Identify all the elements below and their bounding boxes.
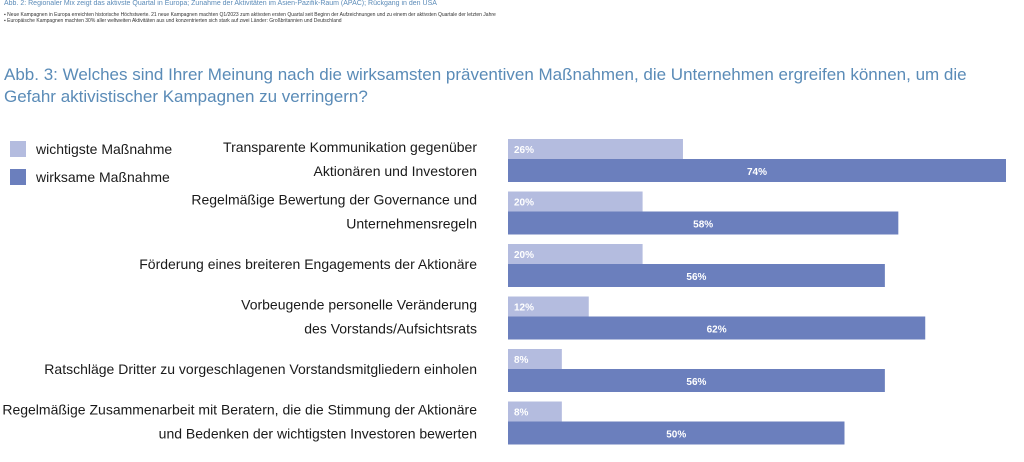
bar-3-effective bbox=[508, 264, 885, 287]
legend-label: wichtigste Maßnahme bbox=[35, 141, 172, 157]
legend-swatch bbox=[10, 141, 26, 157]
bar-4-effective bbox=[508, 316, 926, 340]
category-label: Aktionären und Investoren bbox=[314, 163, 477, 179]
category-label: Unternehmensregeln bbox=[346, 216, 477, 232]
data-label: 12% bbox=[514, 303, 534, 314]
chart-title: Abb. 3: Welches sind Ihrer Meinung nach … bbox=[4, 65, 967, 106]
category-label: des Vorstands/Aufsichtsrats bbox=[304, 321, 477, 337]
bar-3-primary bbox=[508, 244, 643, 264]
data-label: 62% bbox=[707, 325, 727, 336]
legend-swatch bbox=[10, 169, 26, 185]
bar-5-primary bbox=[508, 349, 562, 369]
data-label: 20% bbox=[514, 250, 534, 261]
category-label: Regelmäßige Bewertung der Governance und bbox=[191, 192, 477, 208]
bar-6-effective bbox=[508, 421, 845, 445]
data-label: 74% bbox=[747, 167, 767, 178]
category-label: und Bedenken der wichtigsten Investoren … bbox=[159, 426, 477, 442]
category-label: Ratschläge Dritter zu vorgeschlagenen Vo… bbox=[44, 361, 477, 377]
category-label: Vorbeugende personelle Veränderung bbox=[241, 297, 477, 313]
data-label: 20% bbox=[514, 198, 534, 209]
previous-figure-snippet: Abb. 2: Regionaler Mix zeigt das aktivst… bbox=[4, 0, 764, 59]
category-label: Transparente Kommunikation gegenüber bbox=[223, 139, 477, 155]
data-label: 8% bbox=[514, 408, 529, 419]
category-label: Regelmäßige Zusammenarbeit mit Beratern,… bbox=[2, 402, 477, 418]
previous-figure-title: Abb. 2: Regionaler Mix zeigt das aktivst… bbox=[4, 0, 437, 7]
data-label: 8% bbox=[514, 355, 529, 366]
data-label: 56% bbox=[686, 377, 706, 388]
bar-6-primary bbox=[508, 401, 562, 422]
legend-label: wirksame Maßnahme bbox=[35, 169, 170, 185]
previous-figure-bullet: Europäische Kampagnen machten 30% aller … bbox=[4, 18, 764, 24]
previous-figure-bullets: Neue Kampagnen in Europa erreichten hist… bbox=[4, 12, 764, 24]
bar-1-primary bbox=[508, 139, 683, 159]
bar-2-primary bbox=[508, 191, 643, 212]
category-label: Förderung eines breiteren Engagements de… bbox=[139, 256, 477, 272]
bar-2-effective bbox=[508, 211, 899, 235]
data-label: 58% bbox=[693, 220, 713, 231]
bar-1-effective bbox=[508, 159, 1006, 182]
bar-5-effective bbox=[508, 369, 885, 392]
data-label: 56% bbox=[686, 272, 706, 283]
bar-4-primary bbox=[508, 296, 589, 317]
previous-figure-bullet: Neue Kampagnen in Europa erreichten hist… bbox=[4, 12, 764, 18]
data-label: 26% bbox=[514, 145, 534, 156]
data-label: 50% bbox=[666, 430, 686, 441]
